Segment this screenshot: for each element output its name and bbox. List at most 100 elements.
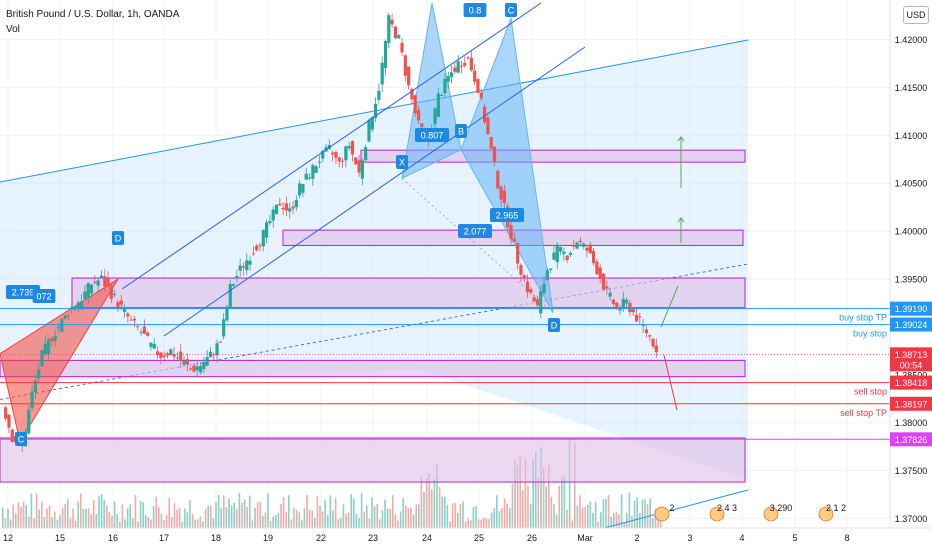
- volume-bar: [615, 511, 618, 528]
- volume-bar: [568, 438, 571, 528]
- volume-bar: [633, 500, 636, 528]
- candle-body: [482, 106, 487, 123]
- volume-bar: [475, 506, 477, 528]
- volume-bar: [597, 521, 599, 528]
- volume-bar: [82, 508, 85, 528]
- candle-body: [83, 291, 87, 300]
- volume-bar: [301, 520, 303, 528]
- volume-bar: [20, 507, 22, 528]
- volume-bar: [321, 511, 324, 528]
- volume-bar: [436, 463, 438, 528]
- candle-body: [165, 353, 170, 356]
- event-icon-0: [654, 506, 670, 522]
- candle-body: [453, 67, 457, 72]
- volume-bar: [269, 520, 272, 528]
- volume-bar: [532, 460, 534, 528]
- volume-bar: [48, 505, 51, 528]
- candle-body: [591, 251, 596, 264]
- ratio-5: 072: [36, 292, 51, 302]
- volume-bar: [59, 514, 61, 528]
- zone-0: [360, 149, 746, 163]
- arrow-up-1-head: [677, 136, 685, 142]
- volume-bar: [358, 518, 360, 528]
- volume-bar: [631, 515, 633, 528]
- volume-bar: [324, 500, 326, 528]
- candle-body: [189, 368, 193, 370]
- candle-body: [159, 352, 163, 359]
- volume-bar: [168, 498, 170, 528]
- volume-bar: [498, 511, 501, 528]
- candle-body: [466, 57, 470, 59]
- event-icon-2: [763, 506, 779, 522]
- candle-body: [331, 152, 335, 155]
- volume-bar: [225, 507, 228, 528]
- volume-bar: [17, 502, 20, 528]
- volume-bar: [584, 507, 586, 528]
- level-price-tag-3: [890, 396, 932, 411]
- channel-lower: [163, 46, 586, 337]
- volume-bar: [126, 508, 129, 528]
- volume-bar: [87, 508, 90, 528]
- y-tick-10: 1.37000: [895, 514, 928, 524]
- volume-bar: [480, 519, 482, 528]
- candle-body: [175, 357, 180, 359]
- volume-bar: [485, 518, 488, 528]
- currency-button[interactable]: USD: [903, 6, 929, 24]
- volume-bar: [451, 503, 454, 528]
- candle-body: [407, 66, 411, 86]
- candle-body: [271, 209, 275, 221]
- volume-bar: [124, 519, 126, 528]
- candle-body: [625, 299, 629, 304]
- volume-bar: [90, 514, 92, 528]
- candle-body: [129, 319, 133, 321]
- candle-body: [281, 207, 285, 210]
- candle-body: [529, 289, 533, 293]
- ratio-2: 2.965: [496, 211, 519, 221]
- volume-bar: [160, 513, 163, 528]
- volume-bar: [139, 500, 142, 528]
- zone-3: [0, 359, 746, 378]
- candle-body: [86, 283, 90, 298]
- volume-bar: [561, 476, 563, 528]
- candle-body: [621, 298, 625, 309]
- volume-bar: [418, 504, 420, 528]
- volume-bar: [207, 505, 209, 528]
- volume-bar: [496, 495, 498, 528]
- candle-body: [7, 414, 11, 428]
- candle-body: [251, 253, 255, 255]
- candle-body: [321, 150, 325, 159]
- volume-bar: [490, 512, 493, 528]
- candle-body: [222, 319, 226, 337]
- candle-body: [634, 314, 639, 322]
- x-tick-0: 12: [3, 533, 13, 543]
- volume-bar: [366, 505, 368, 528]
- candle-body: [182, 361, 186, 365]
- candle-body: [479, 92, 483, 98]
- candle-body: [235, 276, 239, 278]
- candle-body: [373, 103, 378, 119]
- volume-bar: [158, 507, 160, 528]
- volume-bar: [371, 497, 373, 528]
- candle-body: [572, 245, 576, 247]
- volume-bar: [527, 486, 529, 528]
- volume-bar: [459, 504, 462, 528]
- volume-bar: [150, 519, 152, 528]
- candle-body: [70, 307, 74, 309]
- volume-bar: [85, 508, 87, 528]
- level-price-tag-2: [890, 375, 932, 390]
- volume-bar: [132, 518, 134, 528]
- volume-bar: [420, 477, 423, 528]
- volume-bar: [488, 518, 490, 528]
- candle-body: [532, 297, 536, 302]
- candle-body: [50, 338, 54, 342]
- volume-bar: [316, 496, 319, 528]
- x-tick-13: 3: [687, 533, 692, 543]
- candle-body: [555, 244, 559, 263]
- candle-body: [172, 354, 176, 357]
- volume-bar: [249, 495, 251, 528]
- y-tick-0: 1.42000: [895, 35, 928, 45]
- candle-body: [367, 120, 371, 142]
- volume-bar: [145, 515, 147, 528]
- candle-body: [575, 242, 579, 249]
